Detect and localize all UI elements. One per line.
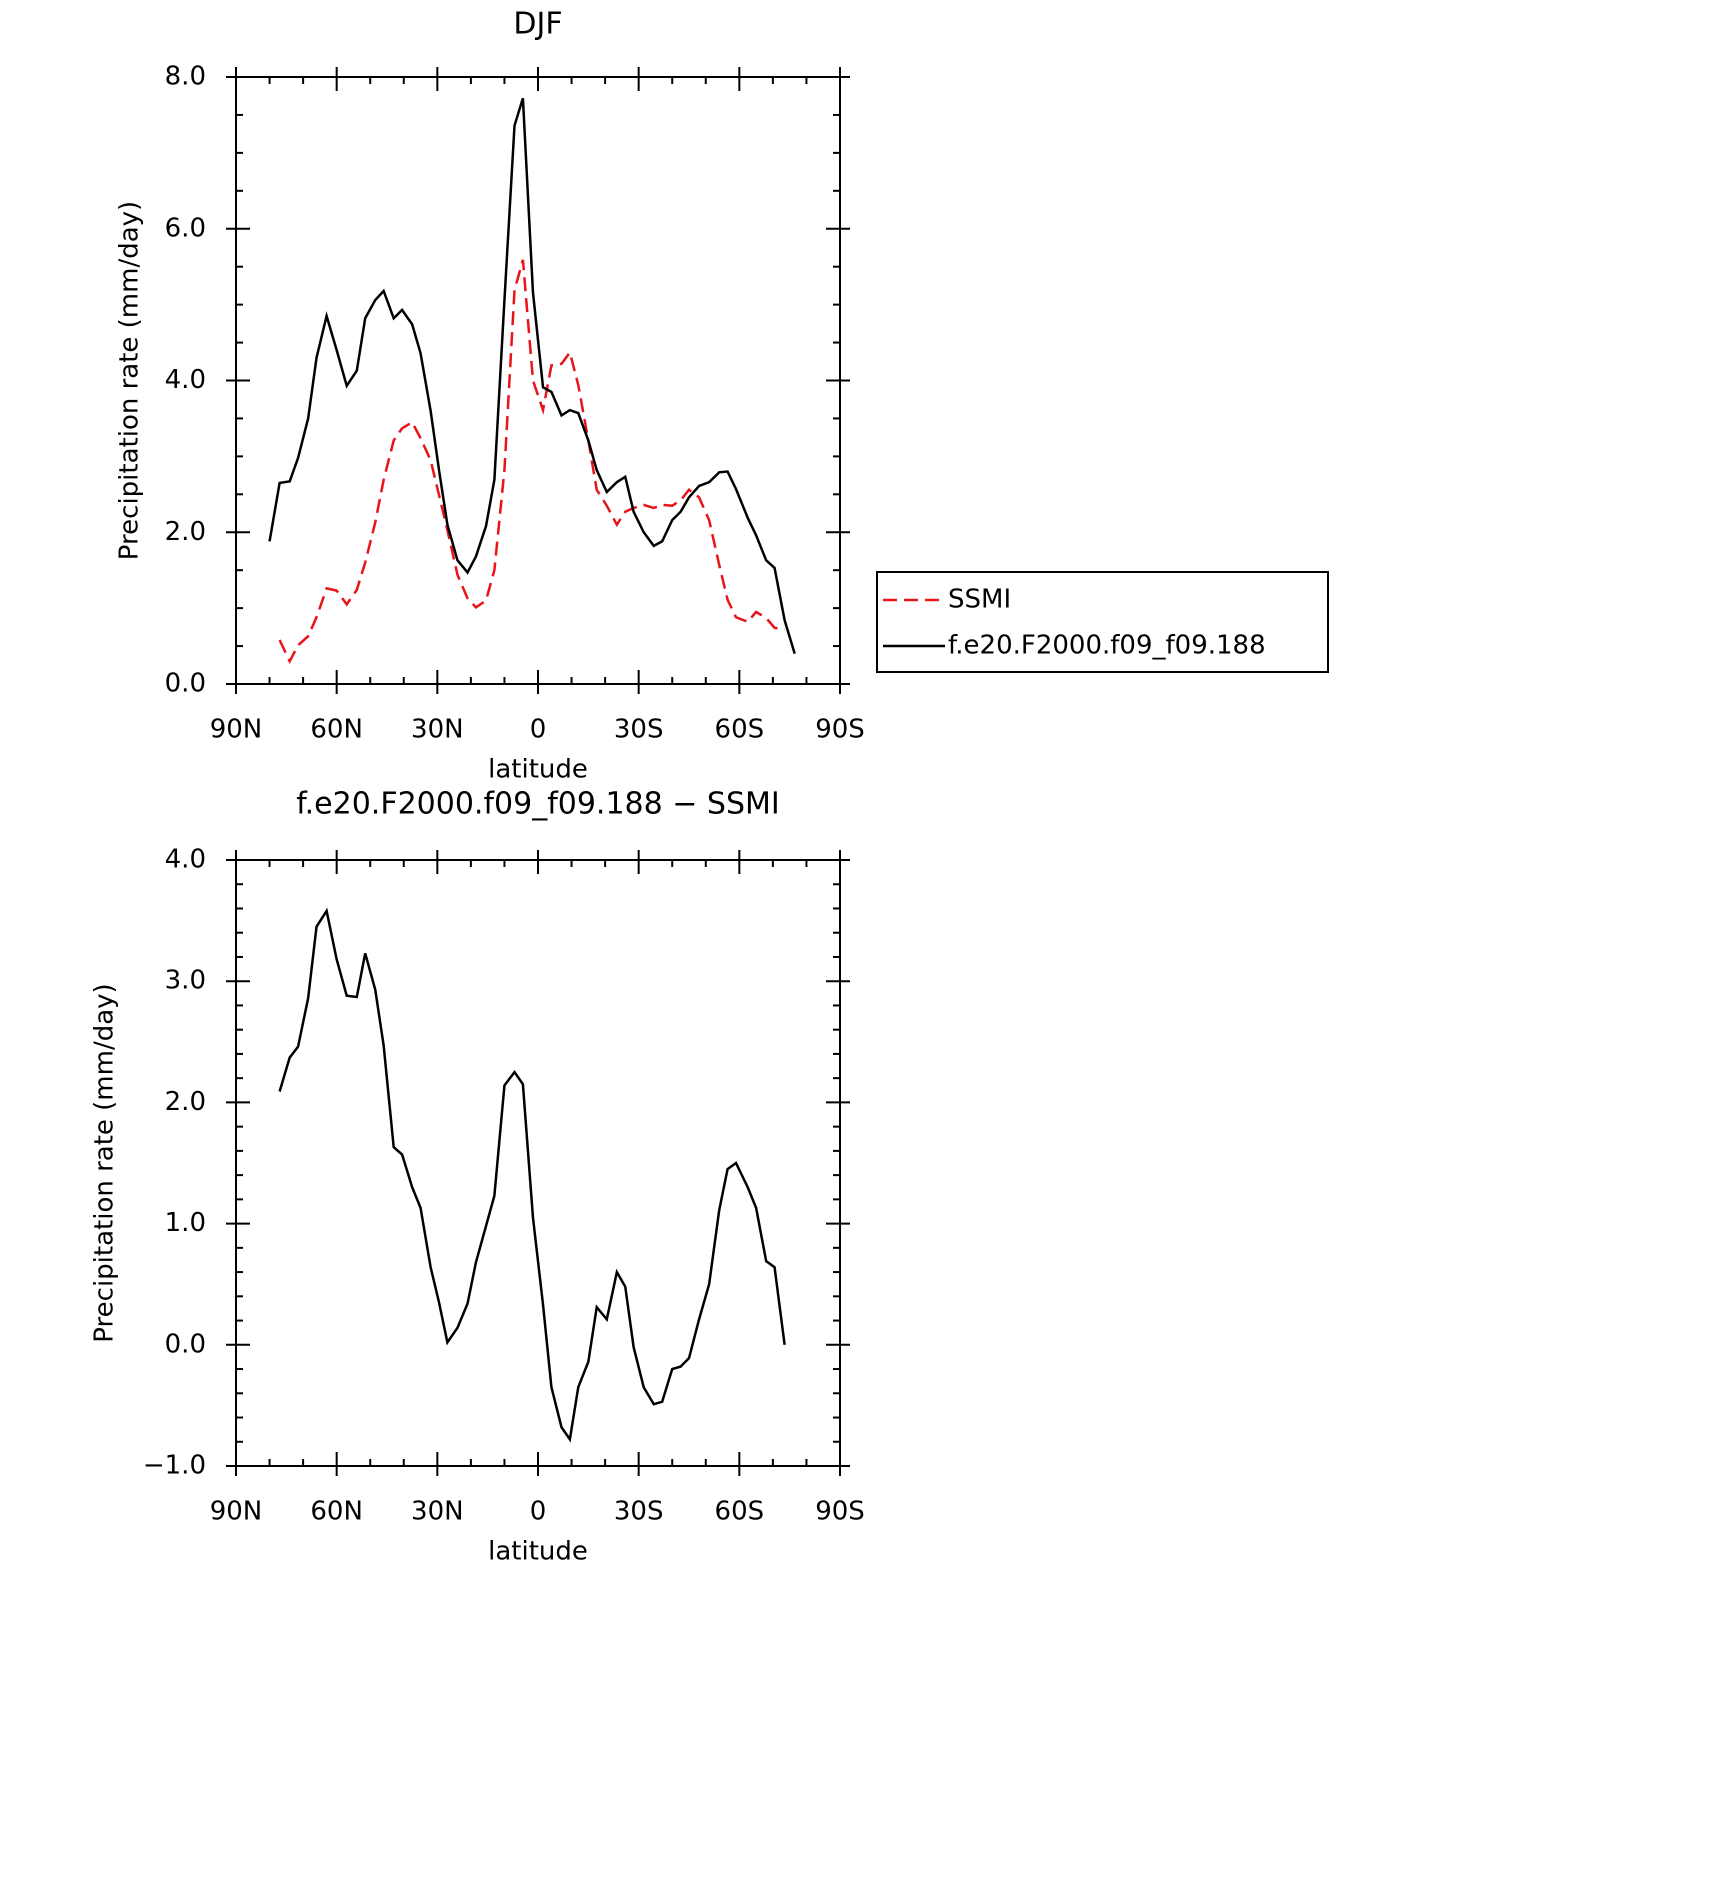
y-tick-label: 4.0: [165, 365, 206, 395]
x-axis-label: latitude: [488, 755, 588, 785]
x-tick-label: 60N: [310, 715, 363, 745]
y-tick-label: 4.0: [165, 845, 206, 875]
y-tick-label: 0.0: [165, 669, 206, 699]
series-line: [278, 259, 785, 665]
x-tick-label: 0: [530, 715, 547, 745]
y-tick-label: 0.0: [165, 1329, 206, 1359]
x-tick-label: 30N: [411, 715, 464, 745]
y-axis-label: Precipitation rate (mm/day): [115, 201, 145, 560]
plot-frame: [235, 76, 841, 685]
x-tick-label: 90N: [210, 1497, 263, 1527]
y-tick-label: 1.0: [165, 1208, 206, 1238]
x-tick-label: 60S: [715, 715, 765, 745]
y-tick-label: 6.0: [165, 213, 206, 243]
legend-label: f.e20.F2000.f09_f09.188: [948, 631, 1266, 661]
legend-box: [876, 571, 1329, 673]
x-tick-label: 30S: [614, 715, 664, 745]
x-tick-label: 90S: [815, 1497, 865, 1527]
x-tick-label: 0: [530, 1497, 547, 1527]
y-tick-label: −1.0: [143, 1451, 206, 1481]
y-axis-label: Precipitation rate (mm/day): [90, 983, 120, 1342]
legend-label: SSMI: [948, 585, 1011, 615]
x-tick-label: 30S: [614, 1497, 664, 1527]
x-tick-label: 90N: [210, 715, 263, 745]
x-tick-label: 30N: [411, 1497, 464, 1527]
plot-frame: [235, 859, 841, 1467]
x-axis-label: latitude: [488, 1537, 588, 1567]
series-line: [268, 97, 796, 655]
series-line: [278, 907, 786, 1443]
x-tick-label: 60N: [310, 1497, 363, 1527]
y-tick-label: 3.0: [165, 966, 206, 996]
y-tick-label: 2.0: [165, 1087, 206, 1117]
x-tick-label: 90S: [815, 715, 865, 745]
chart-title: f.e20.F2000.f09_f09.188 − SSMI: [296, 787, 780, 822]
x-tick-label: 60S: [715, 1497, 765, 1527]
chart-title: DJF: [513, 7, 562, 42]
y-tick-label: 2.0: [165, 517, 206, 547]
y-tick-label: 8.0: [165, 62, 206, 92]
